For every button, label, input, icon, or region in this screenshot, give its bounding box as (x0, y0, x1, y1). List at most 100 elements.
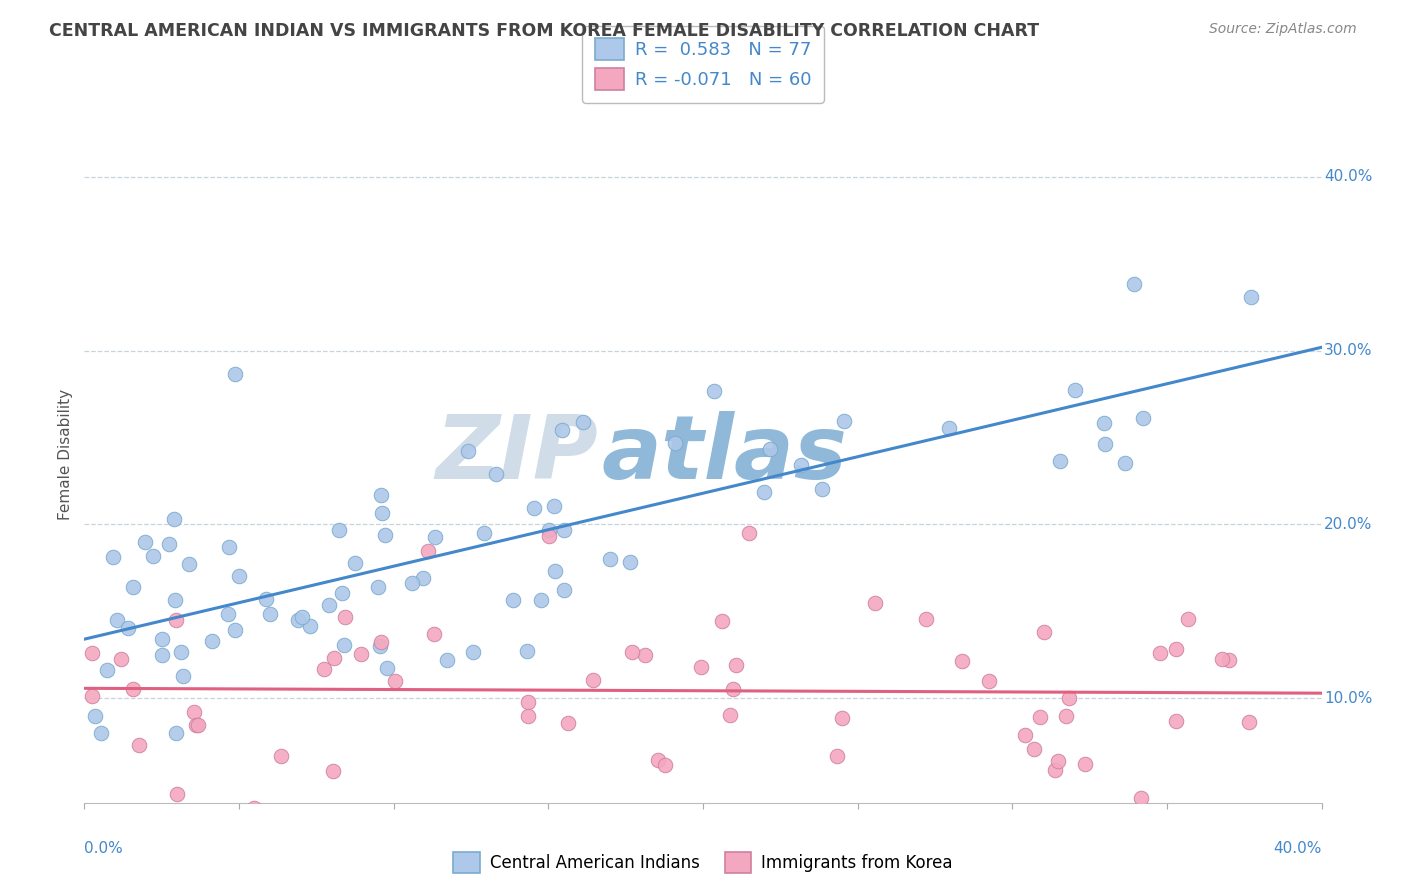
Point (254, 592, 277, 607)
Point (270, 748, 292, 763)
Point (101, 549, 124, 564)
Point (516, 643, 538, 657)
Point (1049, 453, 1071, 467)
Point (457, 444, 479, 458)
Point (938, 421, 960, 435)
Point (384, 674, 406, 689)
Point (621, 645, 644, 659)
Point (557, 716, 579, 731)
Point (322, 650, 344, 665)
Point (538, 523, 561, 537)
Point (218, 607, 240, 621)
Point (367, 580, 389, 594)
Point (401, 576, 423, 591)
Text: 20.0%: 20.0% (1324, 517, 1372, 532)
Point (150, 632, 173, 646)
Point (1029, 710, 1052, 724)
Point (832, 414, 855, 428)
Point (703, 384, 725, 398)
Point (1240, 290, 1263, 304)
Point (551, 423, 574, 437)
Point (165, 592, 187, 607)
Point (689, 660, 711, 674)
Point (1046, 754, 1069, 768)
Point (1123, 277, 1146, 291)
Text: 40.0%: 40.0% (1274, 841, 1322, 856)
Point (647, 753, 669, 767)
Point (582, 673, 605, 688)
Point (218, 540, 240, 554)
Point (1132, 411, 1154, 425)
Point (1237, 714, 1260, 729)
Point (572, 415, 595, 429)
Point (654, 757, 676, 772)
Point (333, 610, 356, 624)
Point (179, 558, 201, 572)
Point (474, 525, 496, 540)
Point (349, 648, 371, 662)
Point (82, 690, 104, 704)
Point (170, 645, 193, 659)
Point (142, 549, 165, 564)
Point (370, 488, 392, 502)
Point (811, 482, 834, 496)
Point (538, 529, 561, 543)
Point (710, 614, 733, 628)
Point (412, 571, 434, 585)
Point (1043, 763, 1066, 777)
Point (1166, 714, 1188, 728)
Point (1166, 641, 1188, 656)
Point (328, 523, 350, 537)
Point (1218, 653, 1240, 667)
Point (1092, 416, 1115, 430)
Point (128, 738, 150, 752)
Point (224, 367, 246, 381)
Point (423, 627, 446, 641)
Point (291, 609, 314, 624)
Text: ZIP: ZIP (434, 411, 598, 499)
Point (752, 485, 775, 500)
Point (122, 681, 145, 696)
Point (724, 657, 747, 672)
Point (228, 568, 250, 582)
Point (368, 639, 391, 653)
Point (553, 583, 575, 598)
Text: CENTRAL AMERICAN INDIAN VS IMMIGRANTS FROM KOREA FEMALE DISABILITY CORRELATION C: CENTRAL AMERICAN INDIAN VS IMMIGRANTS FR… (49, 22, 1039, 40)
Point (183, 705, 205, 719)
Point (343, 556, 366, 570)
Point (523, 501, 546, 516)
Point (516, 709, 538, 723)
Point (287, 613, 309, 627)
Point (242, 801, 264, 815)
Point (633, 648, 655, 662)
Text: 40.0%: 40.0% (1324, 169, 1372, 184)
Point (110, 652, 132, 666)
Point (165, 613, 187, 627)
Point (502, 593, 524, 607)
Point (371, 506, 394, 520)
Point (375, 661, 398, 675)
Point (529, 592, 551, 607)
Legend: Central American Indians, Immigrants from Korea: Central American Indians, Immigrants fro… (447, 846, 959, 880)
Point (789, 458, 811, 472)
Point (157, 537, 180, 551)
Point (186, 718, 208, 732)
Point (105, 613, 128, 627)
Point (950, 654, 973, 668)
Point (80, 646, 103, 660)
Point (370, 634, 392, 648)
Point (90, 726, 112, 740)
Point (485, 467, 508, 482)
Point (544, 564, 567, 578)
Point (517, 695, 540, 709)
Point (187, 718, 209, 732)
Point (96, 663, 118, 677)
Text: 0.0%: 0.0% (84, 841, 124, 856)
Point (759, 442, 782, 456)
Point (1054, 709, 1077, 723)
Point (619, 555, 641, 569)
Point (312, 662, 335, 676)
Point (1064, 383, 1087, 397)
Point (374, 528, 396, 542)
Point (299, 619, 322, 633)
